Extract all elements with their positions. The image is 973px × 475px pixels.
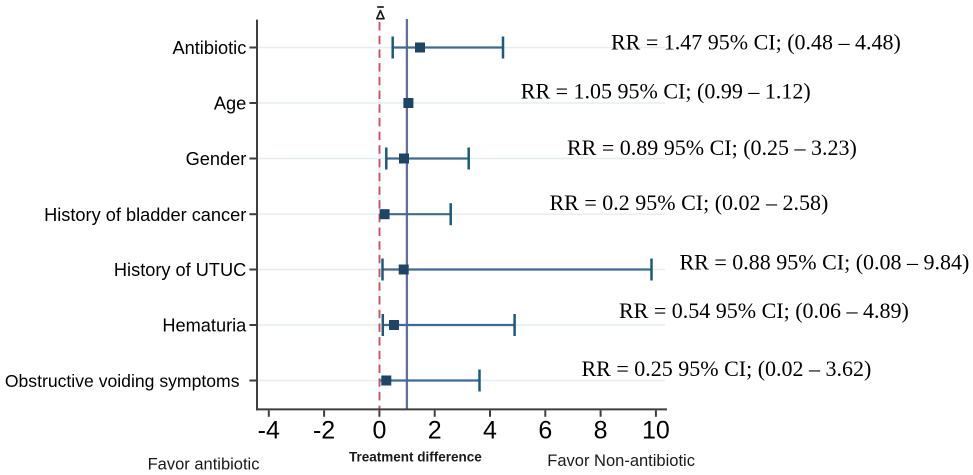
- svg-text:RR = 1.05 95% CI; (0.99 – 1.12: RR = 1.05 95% CI; (0.99 – 1.12): [521, 79, 811, 104]
- svg-text:8: 8: [594, 417, 608, 445]
- svg-text:RR = 0.54 95% CI; (0.06 – 4.89: RR = 0.54 95% CI; (0.06 – 4.89): [619, 298, 909, 323]
- svg-text:RR = 0.2 95% CI; (0.02 – 2.58): RR = 0.2 95% CI; (0.02 – 2.58): [550, 190, 829, 215]
- svg-text:RR = 0.88 95% CI; (0.08 – 9.84: RR = 0.88 95% CI; (0.08 – 9.84): [680, 249, 970, 274]
- svg-text:Hematuria: Hematuria: [162, 316, 247, 336]
- svg-text:Antibiotic: Antibiotic: [172, 38, 246, 58]
- svg-text:RR = 0.89 95% CI; (0.25 – 3.23: RR = 0.89 95% CI; (0.25 – 3.23): [567, 135, 857, 160]
- svg-text:History of UTUC: History of UTUC: [114, 260, 246, 280]
- svg-text:Age: Age: [214, 94, 246, 114]
- svg-text:0: 0: [372, 417, 386, 445]
- svg-text:6: 6: [538, 417, 552, 445]
- svg-text:Obstructive voiding symptoms: Obstructive voiding symptoms: [5, 371, 240, 391]
- svg-text:RR = 1.47 95% CI; (0.48 – 4.48: RR = 1.47 95% CI; (0.48 – 4.48): [611, 29, 901, 54]
- svg-text:10: 10: [642, 417, 670, 445]
- svg-text:Favor Non-antibiotic: Favor Non-antibiotic: [547, 452, 695, 470]
- svg-text:-2: -2: [313, 417, 335, 445]
- svg-text:-4: -4: [258, 417, 280, 445]
- svg-text:Gender: Gender: [186, 149, 247, 169]
- svg-text:History of bladder cancer: History of bladder cancer: [44, 205, 246, 225]
- svg-text:4: 4: [483, 417, 497, 445]
- svg-text:RR = 0.25 95% CI; (0.02 – 3.62: RR = 0.25 95% CI; (0.02 – 3.62): [582, 356, 872, 381]
- svg-text:Treatment difference: Treatment difference: [349, 450, 482, 465]
- svg-text:Favor antibiotic: Favor antibiotic: [148, 456, 260, 474]
- svg-text:2: 2: [428, 417, 442, 445]
